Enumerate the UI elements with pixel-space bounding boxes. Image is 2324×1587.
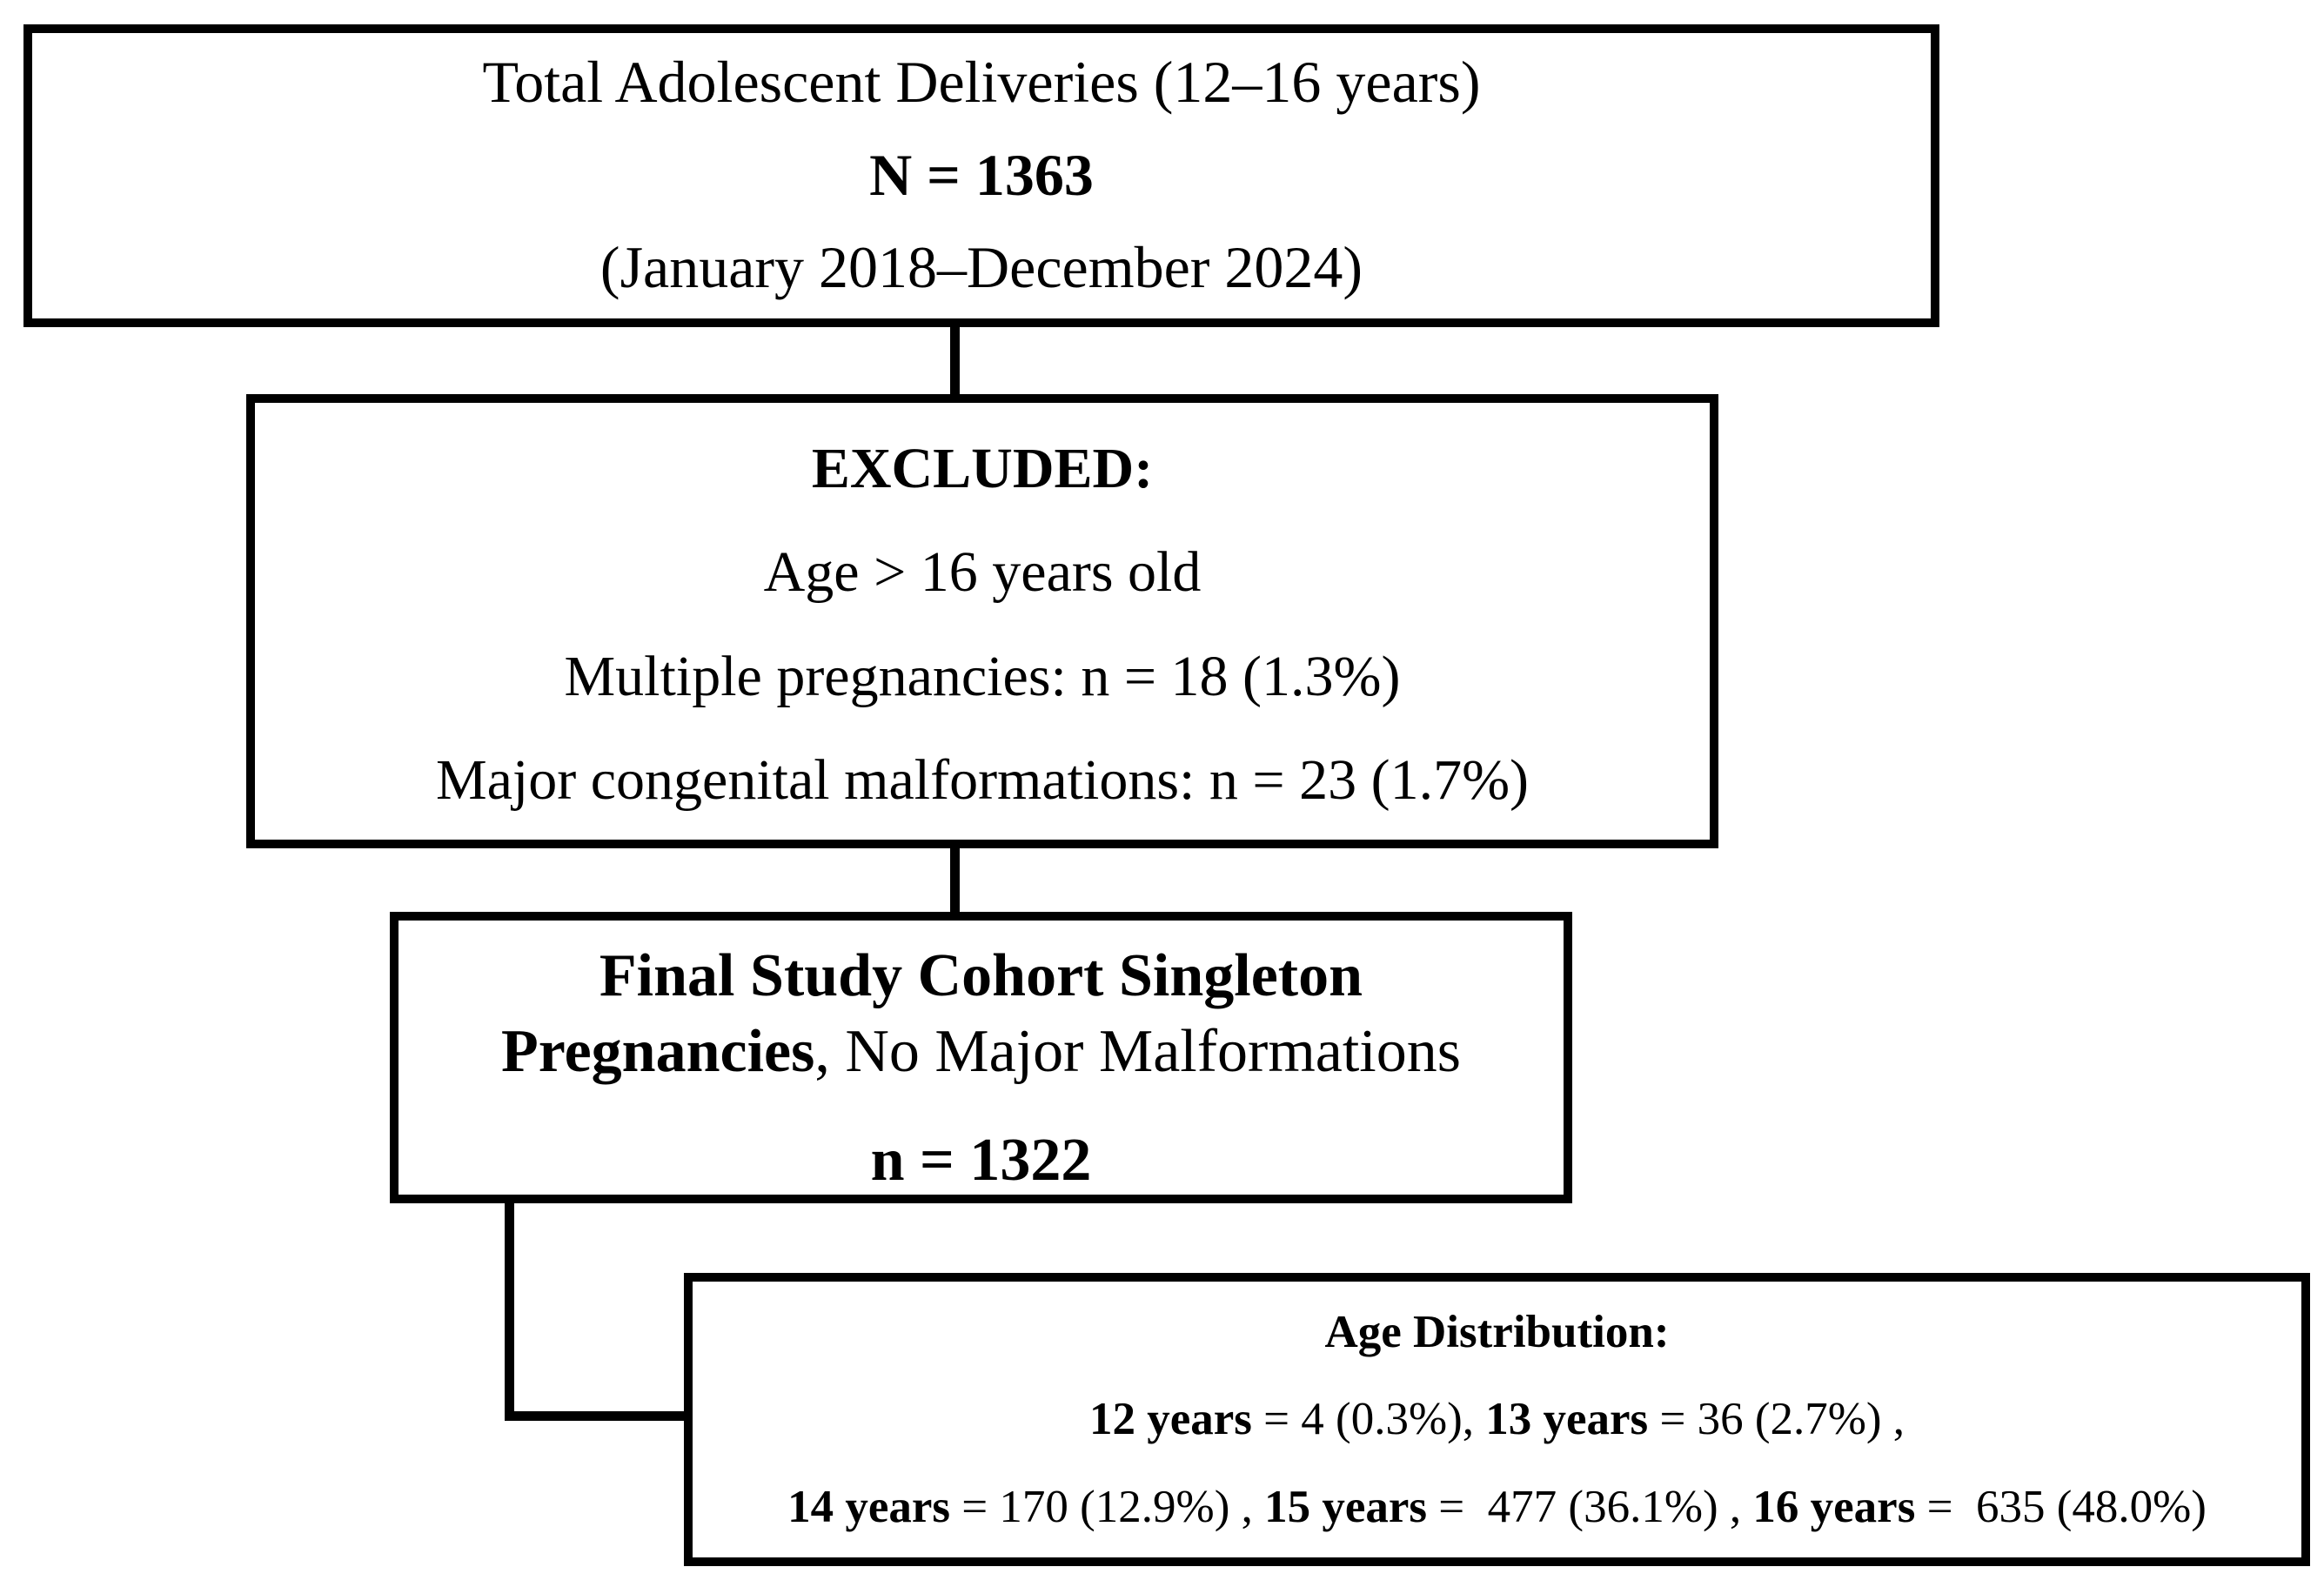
age-distribution-row1: 12 years = 4 (0.3%), 13 years = 36 (2.7%… (1089, 1390, 1905, 1448)
final-cohort-title: Final Study Cohort Singleton Pregnancies,… (501, 938, 1461, 1089)
age-12-value: = 4 (0.3%), (1251, 1394, 1486, 1445)
final-cohort-title-line2-rest: , No Major Malformations (814, 1018, 1461, 1085)
age-14-value: = 170 (12.9%) , (950, 1481, 1265, 1532)
box-excluded: EXCLUDED: Age > 16 years old Multiple pr… (246, 394, 1718, 848)
age-15-label: 15 years (1264, 1481, 1428, 1532)
box-total-deliveries: Total Adolescent Deliveries (12–16 years… (23, 24, 1939, 327)
box-final-cohort: Final Study Cohort Singleton Pregnancies,… (390, 912, 1572, 1203)
connector-box2-to-box3 (950, 847, 960, 915)
age-distribution-title: Age Distribution: (1324, 1307, 1670, 1358)
excluded-title: EXCLUDED: (811, 436, 1154, 500)
final-cohort-n: n = 1322 (870, 1127, 1092, 1194)
excluded-item-multiple-pregnancies: Multiple pregnancies: n = 18 (1.3%) (564, 644, 1401, 708)
total-deliveries-period: (January 2018–December 2024) (599, 234, 1363, 300)
box-age-distribution: Age Distribution: 12 years = 4 (0.3%), 1… (684, 1273, 2310, 1566)
final-cohort-title-line2: Pregnancies, No Major Malformations (501, 1014, 1461, 1089)
excluded-item-age: Age > 16 years old (763, 540, 1202, 604)
excluded-item-congenital-malformations: Major congenital malformations: n = 23 (… (435, 748, 1530, 812)
total-deliveries-n: N = 1363 (869, 141, 1094, 208)
age-distribution-row2: 14 years = 170 (12.9%) , 15 years = 477 … (787, 1478, 2207, 1536)
age-12-label: 12 years (1088, 1394, 1252, 1445)
connector-box3-to-box4-vertical (505, 1202, 514, 1421)
age-15-value: = 477 (36.1%) , (1427, 1481, 1753, 1532)
connector-box3-to-box4-horizontal (505, 1411, 693, 1421)
age-16-value: = 635 (48.0%) (1915, 1481, 2207, 1532)
age-13-value: = 36 (2.7%) , (1648, 1394, 1905, 1445)
total-deliveries-title: Total Adolescent Deliveries (12–16 years… (482, 49, 1481, 115)
connector-box1-to-box2 (950, 325, 960, 398)
final-cohort-title-line2-bold: Pregnancies (501, 1018, 815, 1085)
age-14-label: 14 years (787, 1481, 951, 1532)
age-13-label: 13 years (1485, 1394, 1649, 1445)
final-cohort-title-line1: Final Study Cohort Singleton (501, 938, 1461, 1014)
age-16-label: 16 years (1752, 1481, 1916, 1532)
final-cohort-title-line1-text: Final Study Cohort Singleton (599, 942, 1363, 1009)
